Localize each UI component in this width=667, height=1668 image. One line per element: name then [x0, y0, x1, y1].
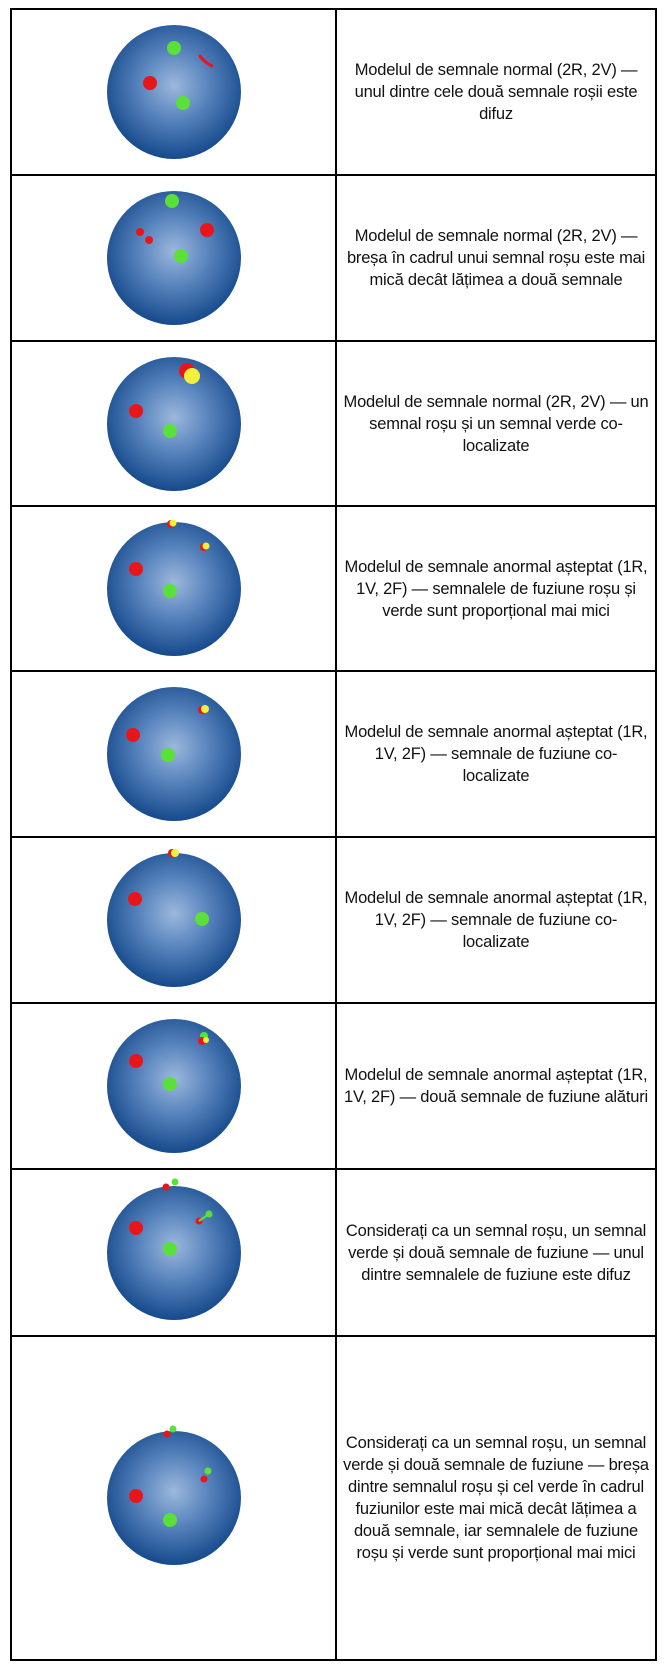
signal-dot — [162, 423, 177, 438]
nucleus — [106, 25, 241, 159]
table-row: Modelul de semnale anormal așteptat (1R,… — [10, 1002, 657, 1170]
signal-dot — [166, 41, 181, 55]
signal-dot — [162, 583, 177, 598]
signal-dot — [128, 1489, 143, 1503]
image-cell — [10, 1002, 337, 1170]
signal-dot — [160, 748, 175, 762]
signal-dot — [162, 1077, 177, 1091]
cell-diagram — [106, 1019, 241, 1153]
signal-dot — [199, 223, 214, 237]
image-cell — [10, 340, 337, 507]
diffuse-link — [197, 1212, 210, 1222]
cell-diagram — [106, 356, 241, 491]
description: Modelul de semnale normal (2R, 2V) — bre… — [335, 174, 657, 342]
signal-dot — [135, 228, 144, 236]
description: Modelul de semnale anormal așteptat (1R,… — [335, 1002, 657, 1170]
nucleus — [106, 1431, 241, 1565]
image-cell — [10, 1335, 337, 1661]
signal-dot — [202, 542, 209, 549]
cell-diagram — [106, 849, 241, 987]
image-cell — [10, 836, 337, 1004]
signal-dot — [169, 519, 176, 526]
signal-dot — [202, 1037, 209, 1043]
description: Considerați ca un semnal roșu, un semnal… — [335, 1335, 657, 1661]
cell-diagram — [106, 191, 241, 325]
nucleus — [106, 191, 241, 325]
signal-dot — [175, 96, 190, 110]
signal-dot — [125, 728, 140, 742]
signal-dot — [173, 249, 188, 263]
signal-dot — [128, 561, 143, 576]
image-cell — [10, 1168, 337, 1337]
signal-dot — [194, 912, 209, 926]
description: Modelul de semnale anormal așteptat (1R,… — [335, 670, 657, 838]
cell-diagram — [106, 687, 241, 821]
image-cell — [10, 670, 337, 838]
cell-diagram — [106, 519, 241, 656]
image-cell — [10, 174, 337, 342]
cell-diagram — [106, 25, 241, 159]
signal-dot — [127, 892, 142, 906]
description: Modelul de semnale anormal așteptat (1R,… — [335, 505, 657, 672]
signal-dot — [128, 1054, 143, 1068]
table-row: Considerați ca un semnal roșu, un semnal… — [10, 1335, 657, 1661]
image-cell — [10, 8, 337, 176]
signal-dot — [164, 194, 179, 208]
table-row: Modelul de semnale normal (2R, 2V) — unu… — [10, 8, 657, 176]
signal-dot — [171, 1178, 178, 1185]
signal-dot — [163, 1430, 170, 1438]
signal-dot — [142, 76, 157, 90]
signal-dot — [162, 1513, 177, 1527]
signal-dot — [162, 1241, 177, 1256]
signal-dot — [204, 1467, 211, 1475]
table-row: Modelul de semnale normal (2R, 2V) — bre… — [10, 174, 657, 342]
signal-dot — [128, 403, 143, 418]
cell-diagram — [106, 1425, 241, 1565]
signal-dot — [170, 849, 179, 857]
signal-dot — [169, 1425, 176, 1433]
diffuse-signal — [198, 54, 213, 68]
signal-dot — [200, 1475, 207, 1483]
signal-dot — [183, 367, 200, 384]
table-row: Modelul de semnale anormal așteptat (1R,… — [10, 670, 657, 838]
table-row: Modelul de semnale normal (2R, 2V) — un … — [10, 340, 657, 507]
table-row: Considerați ca un semnal roșu, un semnal… — [10, 1168, 657, 1337]
signal-dot — [200, 705, 209, 713]
nucleus — [106, 853, 241, 987]
signal-table: Modelul de semnale normal (2R, 2V) — unu… — [10, 8, 657, 1661]
nucleus — [106, 356, 241, 491]
description: Modelul de semnale anormal așteptat (1R,… — [335, 836, 657, 1004]
signal-dot — [144, 236, 153, 244]
signal-dot — [162, 1183, 169, 1190]
description: Modelul de semnale normal (2R, 2V) — unu… — [335, 8, 657, 176]
table-row: Modelul de semnale anormal așteptat (1R,… — [10, 505, 657, 672]
signal-dot — [128, 1220, 143, 1235]
table-row: Modelul de semnale anormal așteptat (1R,… — [10, 836, 657, 1004]
description: Modelul de semnale normal (2R, 2V) — un … — [335, 340, 657, 507]
description: Considerați ca un semnal roșu, un semnal… — [335, 1168, 657, 1337]
cell-diagram — [106, 1178, 241, 1320]
image-cell — [10, 505, 337, 672]
